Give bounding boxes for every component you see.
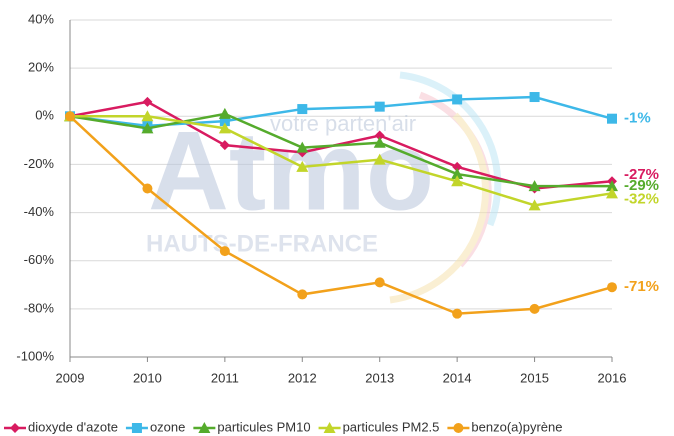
x-tick-label: 2014: [443, 370, 472, 385]
marker: [452, 94, 463, 105]
legend-label: ozone: [150, 419, 185, 434]
series-line: [69, 115, 613, 315]
x-tick-label: 2016: [598, 370, 627, 385]
series: [65, 111, 617, 319]
series: [64, 107, 618, 192]
marker: [219, 140, 230, 151]
series-line: [69, 112, 612, 188]
marker: [142, 96, 153, 107]
marker: [323, 422, 336, 433]
legend-label: particules PM10: [217, 419, 310, 434]
marker: [452, 161, 463, 172]
marker: [607, 282, 617, 293]
end-label: -32%: [624, 190, 659, 207]
marker: [451, 168, 464, 180]
marker: [219, 246, 230, 257]
marker: [373, 153, 386, 165]
marker: [65, 111, 75, 122]
x-tick-label: 2009: [56, 370, 85, 385]
x-tick-label: 2011: [211, 370, 239, 385]
marker: [297, 104, 308, 115]
watermark: votre parten'air Atmo HAUTS-DE-FRANCE: [146, 71, 502, 304]
x-tick-label: 2013: [365, 370, 394, 385]
y-tick-label: 0%: [35, 108, 54, 123]
watermark-arc: [389, 112, 489, 304]
y-tick-label: -80%: [24, 300, 55, 315]
marker: [198, 422, 211, 433]
watermark-arc: [399, 71, 502, 227]
marker: [451, 175, 464, 187]
marker: [218, 122, 231, 134]
y-tick-label: -60%: [24, 252, 55, 267]
marker: [528, 180, 541, 192]
end-label: -71%: [624, 278, 659, 295]
end-label: -27%: [624, 166, 659, 183]
marker: [374, 130, 385, 141]
marker: [10, 423, 20, 433]
y-tick-label: 40%: [28, 11, 54, 26]
end-label: -1%: [624, 110, 651, 127]
legend-label: particules PM2.5: [343, 419, 440, 434]
marker: [453, 423, 464, 433]
marker: [141, 110, 154, 122]
x-tick-label: 2012: [288, 370, 317, 385]
end-label: -29%: [624, 177, 659, 194]
marker: [296, 141, 309, 153]
marker: [606, 180, 618, 192]
marker: [452, 308, 463, 319]
x-tick-label: 2010: [133, 370, 162, 385]
marker: [141, 122, 154, 134]
watermark-region: HAUTS-DE-FRANCE: [146, 230, 378, 257]
y-tick-label: 20%: [28, 60, 54, 75]
legend-label: benzo(a)pyrène: [471, 419, 562, 434]
marker: [142, 183, 153, 194]
marker: [607, 113, 617, 124]
y-tick-label: -100%: [16, 348, 54, 363]
y-tick-label: -20%: [24, 156, 55, 171]
marker: [373, 136, 386, 148]
marker: [374, 101, 385, 112]
marker: [529, 92, 540, 103]
marker: [529, 303, 540, 314]
legend-label: dioxyde d'azote: [28, 419, 118, 434]
marker: [219, 116, 230, 127]
marker: [296, 160, 309, 172]
marker: [297, 289, 308, 300]
y-tick-label: -40%: [24, 204, 55, 219]
marker: [131, 423, 142, 433]
marker: [374, 277, 385, 288]
watermark-tagline: votre parten'air: [270, 111, 416, 136]
x-tick-label: 2015: [520, 370, 549, 385]
marker: [528, 199, 541, 211]
marker: [606, 187, 618, 199]
marker: [218, 107, 231, 119]
series-line: [70, 115, 613, 207]
